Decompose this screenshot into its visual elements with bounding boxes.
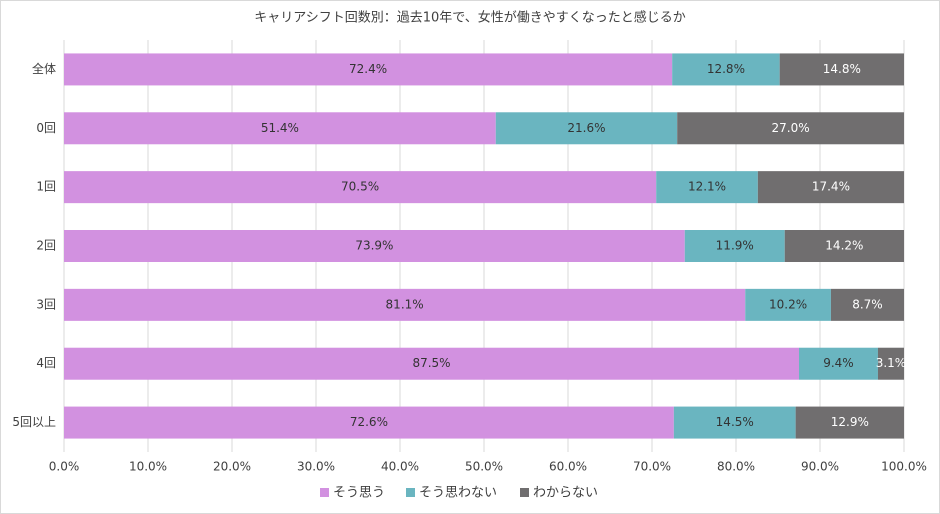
legend-label: そう思わない [419,486,497,501]
legend-label: そう思う [333,486,385,501]
y-tick-label: 3回 [36,297,56,311]
data-label: 14.2% [825,239,863,253]
chart-title: キャリアシフト回数別：過去10年で、女性が働きやすくなったと感じるか [254,10,686,26]
bar-segment [684,230,785,262]
bar-segment [795,406,904,439]
data-label: 17.4% [812,180,850,194]
x-tick-label: 90.0% [801,460,839,474]
x-tick-label: 80.0% [717,460,755,474]
bar-segment [799,347,878,380]
data-label: 72.4% [349,62,387,76]
legend-swatch [406,488,415,497]
data-label: 9.4% [823,356,854,370]
data-label: 3.1% [876,356,907,370]
bar-segment [64,230,685,262]
bar-segment [779,53,904,86]
x-tick-label: 100.0% [881,460,927,474]
x-tick-label: 60.0% [549,460,587,474]
y-tick-label: 1回 [36,180,56,194]
x-tick-label: 20.0% [213,460,251,474]
data-label: 70.5% [341,180,379,194]
y-tick-label: 5回以上 [12,415,56,429]
y-tick-label: 2回 [36,239,56,253]
y-tick-label: 全体 [32,61,56,76]
data-label: 51.4% [261,121,299,135]
bar-segment [64,171,657,204]
data-label: 87.5% [412,356,450,370]
legend-label: わからない [533,486,598,501]
x-tick-label: 0.0% [49,460,80,474]
data-label: 27.0% [772,121,810,135]
data-label: 72.6% [350,415,388,429]
bar-segment [757,171,904,204]
bar-segment [784,230,904,262]
bar-segment [64,112,496,145]
y-tick-label: 4回 [36,356,56,370]
data-label: 10.2% [769,297,807,311]
legend-swatch [520,488,529,497]
x-tick-label: 40.0% [381,460,419,474]
bar-segment [64,347,799,380]
data-label: 21.6% [567,121,605,135]
data-label: 12.1% [688,180,726,194]
data-label: 11.9% [716,239,754,253]
x-tick-label: 10.0% [129,460,167,474]
data-label: 14.8% [823,62,861,76]
y-tick-label: 0回 [36,121,56,135]
legend-swatch [320,488,329,497]
data-label: 12.8% [707,62,745,76]
data-label: 14.5% [716,415,754,429]
bar-segment [656,171,758,204]
bar-segment [877,347,904,380]
data-label: 12.9% [831,415,869,429]
x-tick-label: 70.0% [633,460,671,474]
x-tick-label: 50.0% [465,460,503,474]
bar-segment [673,406,796,439]
bar-segment [64,288,746,321]
bar-segment [745,288,831,321]
bar-segment [64,406,674,439]
bar-segment [495,112,678,145]
x-tick-label: 30.0% [297,460,335,474]
bar-segment [830,288,904,321]
data-label: 73.9% [355,239,393,253]
data-label: 81.1% [386,297,424,311]
bar-segment [64,53,673,86]
data-label: 8.7% [852,297,883,311]
bar-segment [672,53,780,86]
bar-segment [677,112,904,145]
